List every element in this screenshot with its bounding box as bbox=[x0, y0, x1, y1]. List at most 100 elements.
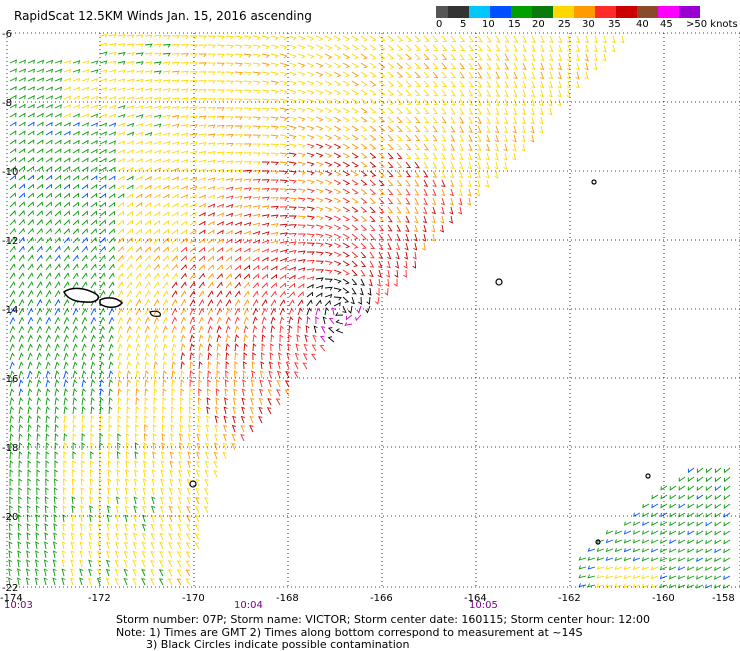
wind-barb bbox=[180, 97, 189, 102]
wind-barb bbox=[198, 141, 207, 146]
wind-barb bbox=[117, 34, 126, 39]
wind-barb bbox=[108, 397, 113, 406]
wind-barb bbox=[242, 370, 247, 379]
wind-barb bbox=[252, 80, 261, 85]
lon-tick-label: -168 bbox=[276, 593, 299, 604]
wind-barb bbox=[232, 397, 237, 406]
wind-barb bbox=[133, 496, 138, 505]
wind-barb bbox=[142, 505, 147, 514]
wind-barb bbox=[522, 53, 527, 61]
wind-barb bbox=[207, 246, 215, 253]
wind-barb bbox=[123, 550, 129, 559]
wind-barb bbox=[369, 188, 377, 195]
wind-barb bbox=[45, 254, 52, 262]
wind-barb bbox=[225, 44, 234, 49]
wind-barb bbox=[331, 307, 336, 316]
wind-barb bbox=[431, 224, 436, 233]
wind-barb bbox=[668, 566, 677, 571]
wind-barb bbox=[44, 496, 49, 505]
wind-barb bbox=[297, 71, 306, 77]
wind-barb bbox=[486, 125, 491, 134]
wind-barb bbox=[324, 215, 333, 221]
wind-barb bbox=[396, 53, 404, 60]
wind-barb bbox=[117, 193, 125, 199]
wind-barb bbox=[36, 325, 42, 334]
wind-barb bbox=[144, 123, 153, 128]
wind-barb bbox=[266, 407, 272, 415]
wind-barb bbox=[108, 193, 116, 199]
legend-swatch bbox=[532, 6, 553, 18]
wind-barb bbox=[171, 237, 179, 244]
wind-barb bbox=[306, 44, 315, 50]
wind-barb bbox=[486, 53, 492, 61]
wind-barb bbox=[143, 451, 148, 460]
wind-barb bbox=[261, 290, 268, 298]
wind-barb bbox=[169, 478, 174, 487]
wind-barb bbox=[342, 53, 351, 60]
wind-barb bbox=[108, 104, 117, 110]
wind-barb bbox=[714, 548, 722, 554]
wind-barb bbox=[54, 121, 62, 127]
wind-barb bbox=[360, 269, 366, 277]
wind-barb bbox=[169, 451, 174, 460]
wind-barb bbox=[27, 290, 34, 298]
wind-barb bbox=[171, 114, 180, 119]
wind-barb bbox=[153, 281, 160, 289]
wind-barb bbox=[27, 316, 34, 325]
lon-tick-label: -162 bbox=[558, 593, 581, 604]
wind-barb bbox=[234, 53, 243, 58]
wind-barb bbox=[723, 467, 731, 474]
wind-barb bbox=[558, 35, 563, 44]
wind-barb bbox=[258, 388, 264, 397]
wind-barb bbox=[153, 202, 161, 208]
wind-barb bbox=[355, 314, 362, 322]
wind-barb bbox=[171, 202, 179, 208]
wind-barb bbox=[99, 184, 107, 190]
wind-barb bbox=[144, 307, 151, 316]
wind-barb bbox=[150, 541, 155, 550]
wind-barb bbox=[566, 80, 571, 89]
wind-barb bbox=[54, 397, 60, 406]
wind-barb bbox=[132, 550, 137, 559]
wind-barb bbox=[106, 523, 111, 532]
wind-barb bbox=[99, 157, 107, 163]
wind-barb bbox=[723, 575, 731, 581]
wind-barb bbox=[396, 116, 403, 123]
wind-barb bbox=[81, 272, 88, 280]
wind-barb bbox=[596, 574, 605, 579]
wind-barb bbox=[90, 131, 98, 136]
wind-barb bbox=[162, 370, 167, 379]
wind-barb bbox=[696, 548, 704, 554]
wind-barb bbox=[144, 281, 151, 289]
wind-barb bbox=[18, 307, 25, 316]
wind-barb bbox=[225, 238, 233, 244]
wind-barb bbox=[35, 523, 40, 532]
wind-barb bbox=[605, 574, 614, 579]
wind-barb bbox=[216, 255, 224, 262]
wind-barb bbox=[7, 577, 12, 586]
wind-barb bbox=[288, 325, 293, 334]
wind-barb bbox=[162, 281, 169, 289]
wind-barb bbox=[132, 577, 137, 586]
wind-barb bbox=[54, 478, 58, 487]
wind-barb bbox=[530, 98, 536, 107]
wind-barb bbox=[234, 35, 243, 40]
wind-barb bbox=[144, 193, 152, 199]
wind-barb bbox=[375, 287, 380, 296]
wind-barb bbox=[144, 131, 153, 137]
wind-barb bbox=[360, 116, 368, 123]
wind-barb bbox=[199, 53, 207, 58]
wind-barb bbox=[216, 115, 225, 120]
wind-barb bbox=[243, 35, 252, 40]
wind-barb bbox=[162, 96, 171, 101]
wind-barb bbox=[432, 107, 439, 115]
wind-barb bbox=[81, 263, 88, 271]
wind-barb bbox=[135, 184, 143, 190]
wind-barb bbox=[168, 496, 174, 505]
wind-barb bbox=[714, 476, 722, 483]
wind-barb bbox=[54, 290, 61, 298]
wind-barb bbox=[189, 97, 198, 102]
wind-barb bbox=[566, 89, 571, 98]
wind-barb bbox=[90, 201, 98, 208]
wind-barb bbox=[486, 89, 492, 97]
